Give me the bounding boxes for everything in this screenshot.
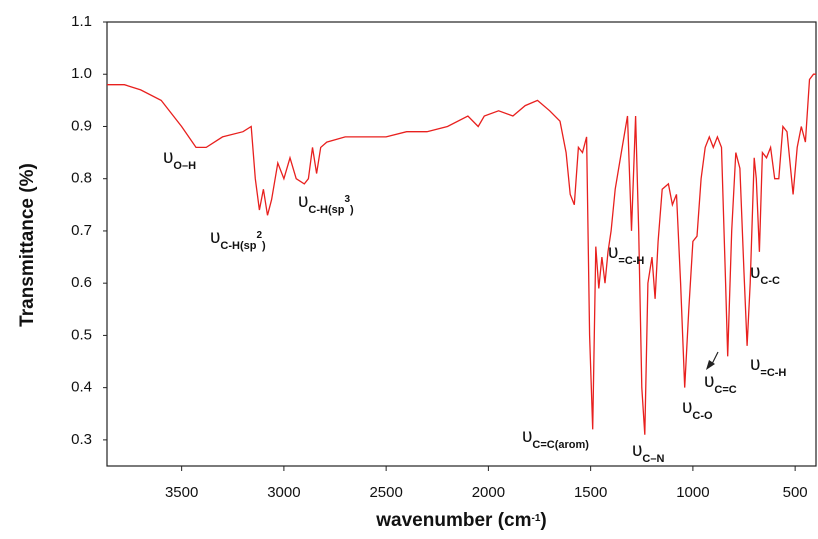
annotation-part: υ	[163, 147, 173, 168]
annotation-part: υ	[632, 440, 642, 461]
annotation-part: υ	[750, 262, 760, 283]
annotation-part: C-O	[692, 410, 713, 422]
x-tick-label: 500	[783, 484, 808, 501]
annotation-part: =C-H	[760, 367, 786, 379]
x-axis-label-part: )	[540, 510, 546, 531]
annotation-part: O–H	[173, 160, 196, 172]
y-tick-label: 0.4	[71, 379, 92, 396]
annotation-part: C–N	[642, 453, 664, 465]
annotation-part: 3	[344, 194, 350, 205]
annotation: υC=C(arom)	[522, 426, 589, 451]
y-tick-label: 0.7	[71, 222, 92, 239]
x-axis-label: wavenumber (cm-1)	[375, 510, 546, 531]
annotation: υC-H(sp2)	[210, 227, 266, 252]
annotation-part: υ	[682, 397, 692, 418]
annotation-part: 2	[256, 230, 262, 241]
annotation: υC–N	[632, 440, 664, 465]
annotation-part: υ	[608, 242, 618, 263]
annotation: υC-C	[750, 262, 780, 287]
annotation-part: C=C	[714, 384, 736, 396]
annotation-part: C-H(sp	[220, 240, 256, 252]
x-axis-label-part: -1	[532, 513, 541, 524]
annotation: υ=C-H	[750, 354, 786, 379]
annotation-arrowhead	[706, 360, 715, 370]
annotation-part: )	[262, 240, 266, 252]
x-tick-label: 2500	[369, 484, 402, 501]
y-tick-label: 0.3	[71, 431, 92, 448]
x-tick-label: 1000	[676, 484, 709, 501]
annotation-part: =C-H	[618, 255, 644, 267]
annotation: υC=C	[704, 371, 737, 396]
annotation-part: )	[350, 204, 354, 216]
y-tick-label: 0.5	[71, 326, 92, 343]
y-tick-label: 1.0	[71, 65, 92, 82]
annotation: υO–H	[163, 147, 196, 172]
y-tick-label: 0.9	[71, 117, 92, 134]
annotation-part: C-H(sp	[308, 204, 344, 216]
spectrum-line	[107, 73, 816, 435]
annotation-part: C-C	[760, 275, 780, 287]
x-tick-label: 1500	[574, 484, 607, 501]
annotation-part: υ	[704, 371, 714, 392]
x-tick-label: 2000	[472, 484, 505, 501]
annotation-part: υ	[750, 354, 760, 375]
annotation-part: υ	[298, 191, 308, 212]
y-tick-label: 0.6	[71, 274, 92, 291]
y-tick-label: 0.8	[71, 170, 92, 187]
y-axis-label: Transmittance (%)	[17, 163, 38, 327]
annotation-part: υ	[522, 426, 532, 447]
y-tick-label: 1.1	[71, 13, 92, 30]
annotation: υ=C-H	[608, 242, 644, 267]
annotation-part: C=C(arom)	[532, 439, 589, 451]
annotation-part: υ	[210, 227, 220, 248]
plot-frame	[106, 21, 817, 467]
x-tick-label: 3500	[165, 484, 198, 501]
annotation: υC-O	[682, 397, 713, 422]
x-tick-label: 3000	[267, 484, 300, 501]
x-axis-label-part: wavenumber (cm	[375, 510, 531, 531]
annotation: υC-H(sp3)	[298, 191, 354, 216]
